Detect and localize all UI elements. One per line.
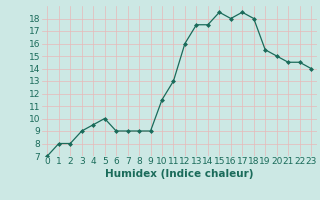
X-axis label: Humidex (Indice chaleur): Humidex (Indice chaleur): [105, 169, 253, 179]
